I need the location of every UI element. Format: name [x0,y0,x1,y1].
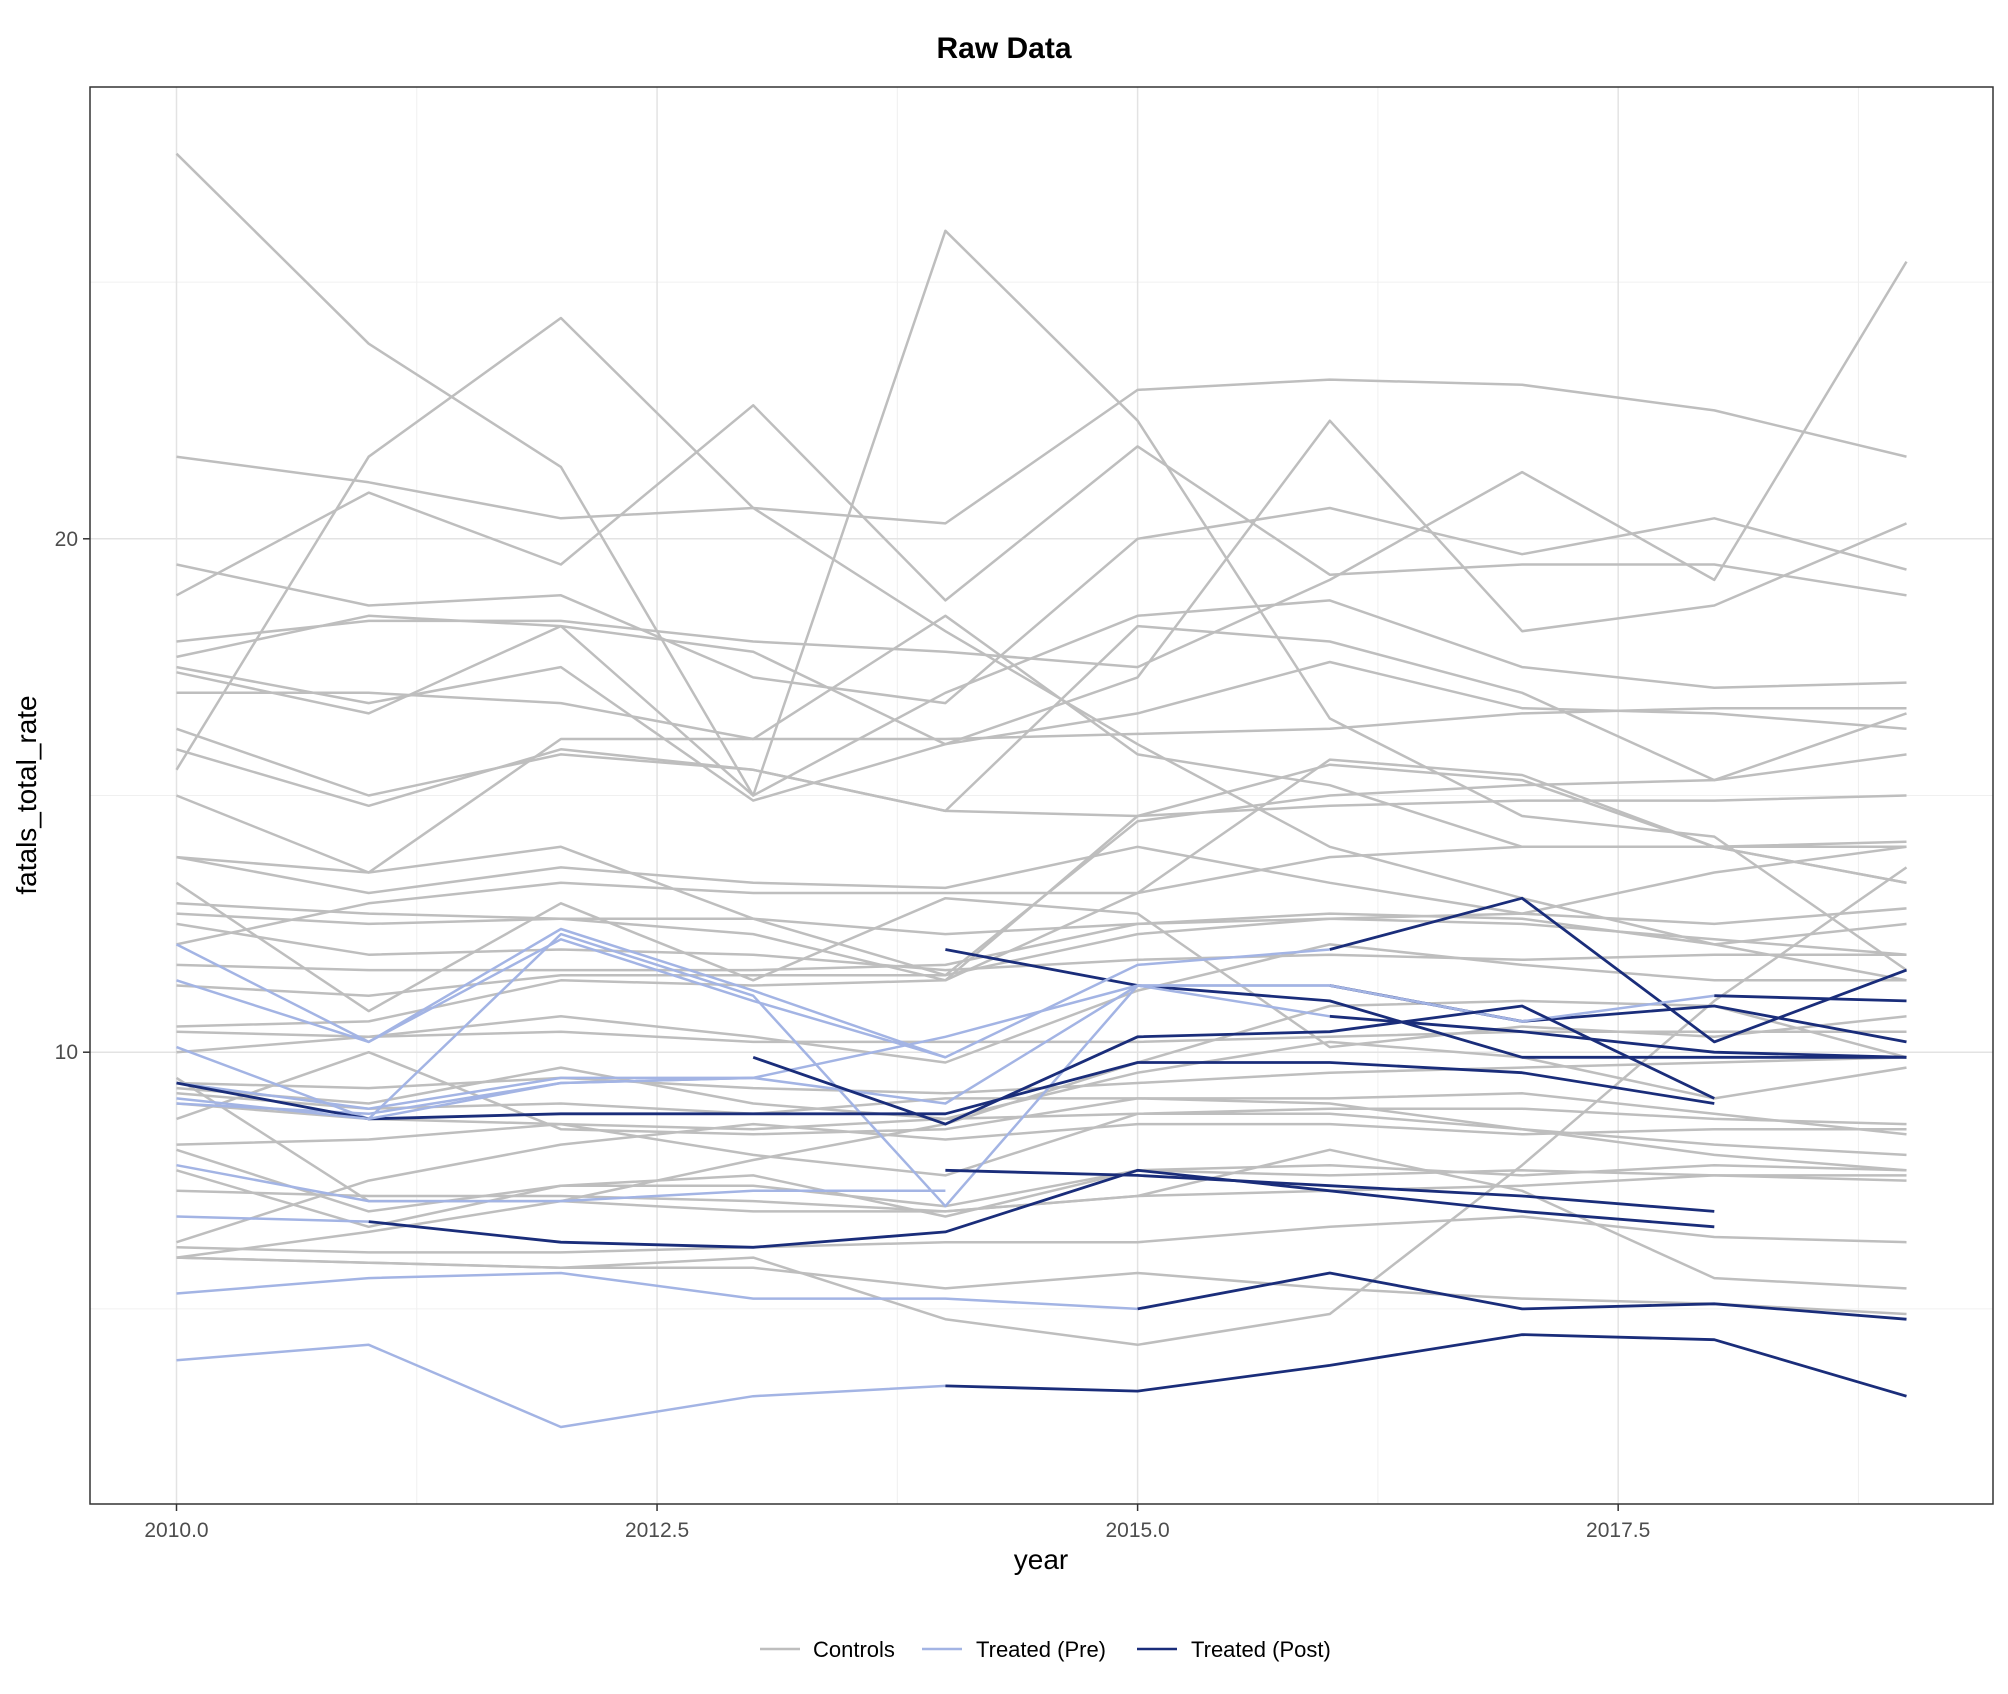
series-line-control [176,419,1907,802]
series-line-control [176,706,1907,874]
y-tick-label: 20 [55,528,78,551]
series-line-control [176,1169,1907,1229]
series-line-control [176,763,1907,982]
series-line-treated-post [176,1061,1715,1121]
series-line-treated-pre [176,984,1715,1110]
series-line-control [176,866,1908,1347]
series-line-control [176,1215,1907,1254]
plot-panel-border [89,86,1994,1505]
series-line-control [176,599,1907,797]
legend-label-treated-post: Treated (Post) [1191,1637,1331,1662]
series-line-control [176,758,1907,1028]
series-line-treated-pre [175,927,946,1059]
x-axis-ticks: 2010.0 2012.5 2015.0 2017.5 [144,1504,1650,1542]
x-tick-label: 2015.0 [1105,1519,1169,1542]
series-line-control [176,845,1907,915]
series-line-control [175,404,1907,602]
series-line-control [176,912,1907,972]
series-line-treated-pre [176,938,1330,1059]
series-line-control [176,378,1907,525]
series-line-control [176,506,1907,705]
series-line-treated-pre [176,1163,946,1203]
y-tick-label: 10 [55,1041,78,1064]
series-line-control [176,1148,1907,1290]
series-line-treated-post [945,1168,1715,1213]
series-line-control [175,316,1907,982]
series-line-treated-pre [176,1271,1138,1311]
series-line-treated-post [1329,1014,1907,1059]
series-line-treated-post [945,1333,1907,1398]
chart-title: Raw Data [936,32,1071,65]
x-tick-label: 2017.5 [1586,1519,1650,1542]
grid-lines [90,87,1993,1504]
series-line-treated-post [1329,896,1907,1044]
series-line-control [176,1092,1907,1136]
series-line-control [176,840,1907,946]
series-line-treated-pre [176,1215,369,1223]
series-line-control [176,1148,1907,1213]
series-line-treated-post [1714,994,1907,1003]
series-line-control [176,1050,1907,1157]
series-line-control [176,727,1907,818]
y-axis-title: fatals_total_rate [11,695,42,894]
x-tick-label: 2010.0 [144,1519,208,1542]
series-line-control [176,624,1907,813]
series-line-treated-post [368,1168,1715,1249]
y-axis-ticks: 10 20 [55,528,90,1064]
series-line-control [175,152,1908,972]
series-line-control [176,1112,1907,1177]
legend-label-controls: Controls [813,1637,895,1662]
series-line-treated-post [1137,1271,1907,1321]
series-line-control [176,1122,1907,1244]
series-line-control [176,922,1907,972]
legend: Controls Treated (Pre) Treated (Post) [760,1637,1331,1662]
x-tick-label: 2012.5 [625,1519,689,1542]
series-line-control [176,1030,1907,1044]
series-line-control [176,1102,1907,1131]
x-axis-title: year [1014,1544,1068,1575]
series-line-treated-pre [176,1076,754,1121]
series-line-treated-pre [176,1343,946,1429]
legend-label-treated-pre: Treated (Pre) [976,1637,1106,1662]
series-line-treated-post [752,1004,1715,1126]
series-layer [175,152,1908,1429]
